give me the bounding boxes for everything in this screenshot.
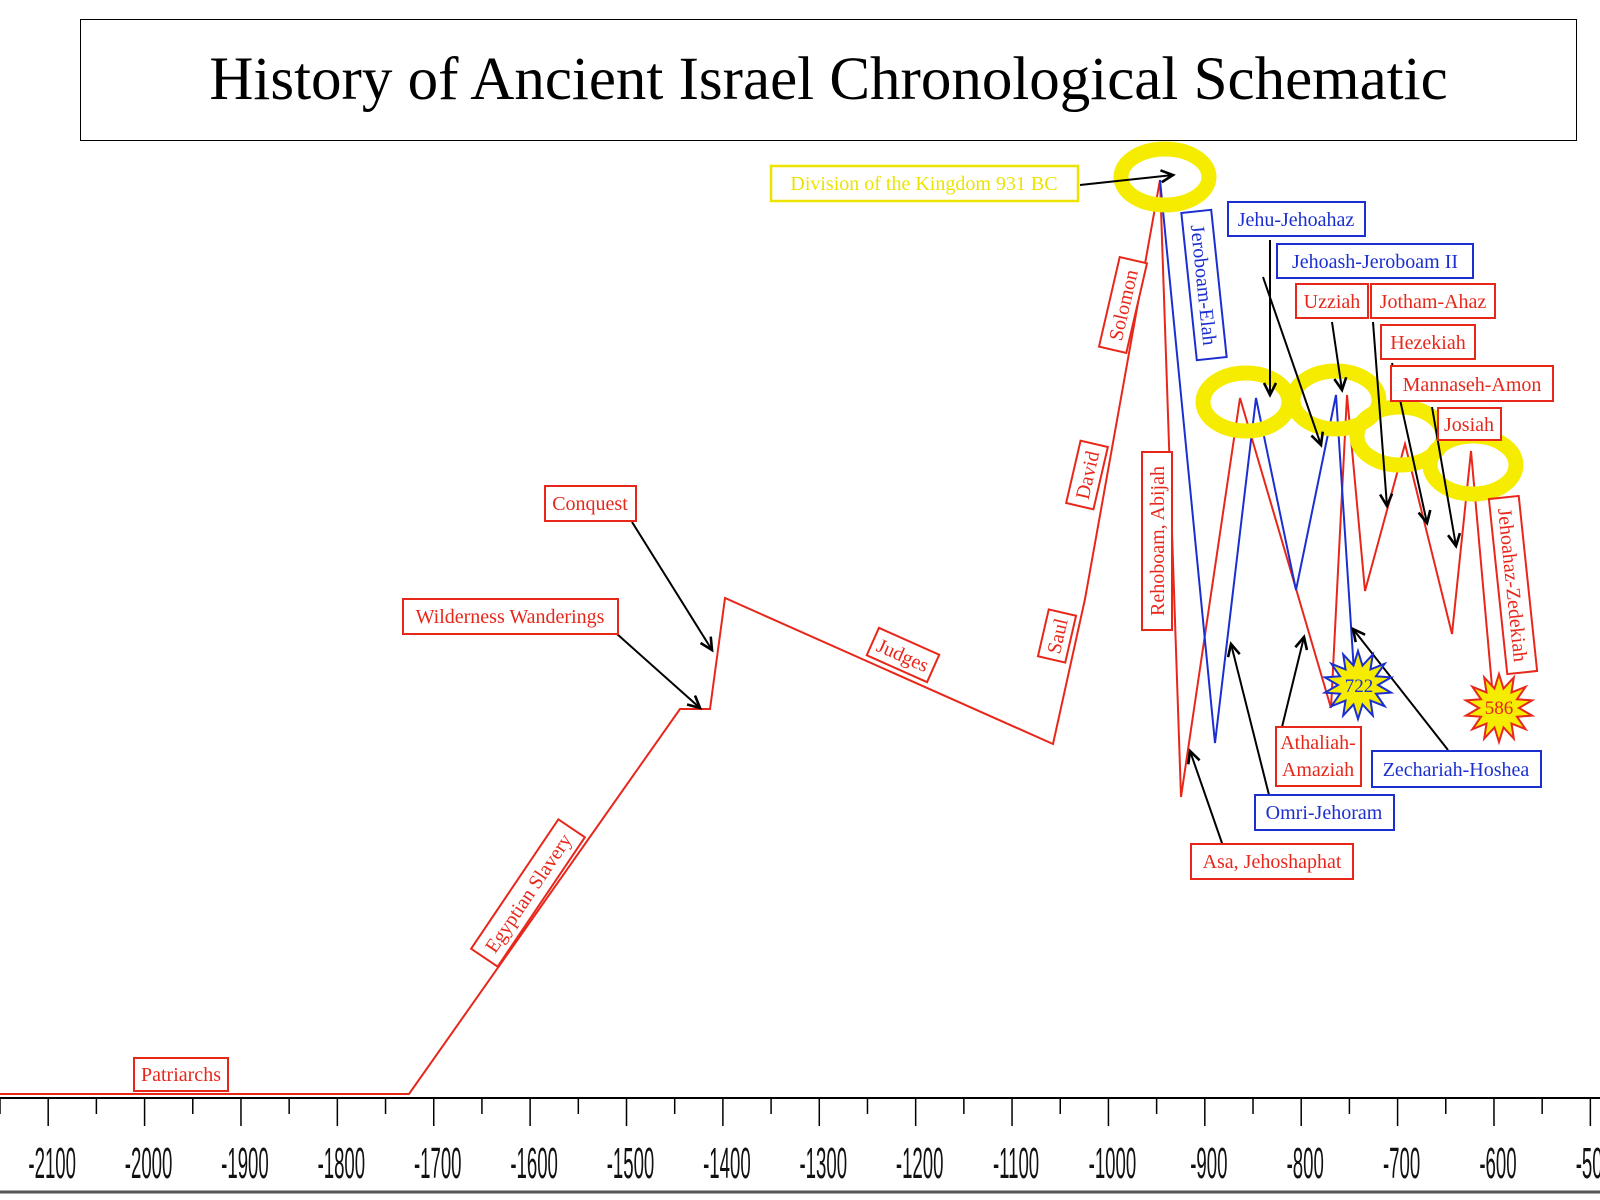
label-zechariah-hoshea: Zechariah-Hoshea: [1371, 750, 1542, 788]
label-omri-jehoram: Omri-Jehoram: [1254, 794, 1395, 831]
arrow-asa: [1190, 751, 1224, 847]
annotation-arrows: [616, 175, 1456, 847]
tick-label: -1100: [993, 1140, 1039, 1188]
badge-722: 722: [1321, 647, 1395, 723]
svg-text:Egyptian Slavery: Egyptian Slavery: [481, 830, 577, 957]
arrow-jotham: [1372, 321, 1387, 506]
label-conquest: Conquest: [544, 485, 637, 522]
svg-text:Hezekiah: Hezekiah: [1390, 332, 1466, 354]
label-egyptian-slavery: Egyptian Slavery: [469, 817, 587, 969]
svg-text:Wilderness Wanderings: Wilderness Wanderings: [416, 606, 605, 628]
tick-label: -2100: [28, 1140, 76, 1188]
label-jehoash-jeroboam: Jehoash-Jeroboam II: [1276, 243, 1474, 279]
tick-label: -1800: [318, 1140, 366, 1188]
label-saul: Saul: [1036, 608, 1078, 664]
label-mannaseh-amon: Mannaseh-Amon: [1390, 365, 1554, 402]
label-hezekiah: Hezekiah: [1380, 324, 1476, 360]
tick-label: -1000: [1089, 1140, 1137, 1188]
israel-line: [1159, 179, 1357, 744]
arrow-division: [1079, 175, 1173, 186]
label-athaliah-amaziah: Athaliah- Amaziah: [1275, 726, 1362, 787]
arrow-mannaseh: [1431, 406, 1456, 546]
highlight-ring-jehu: [1195, 365, 1297, 439]
starburst-722: [1321, 647, 1395, 723]
svg-text:Patriarchs: Patriarchs: [141, 1064, 221, 1086]
svg-text:Omri-Jehoram: Omri-Jehoram: [1266, 802, 1383, 824]
label-rehoboam-abijah: Rehoboam, Abijah: [1141, 451, 1173, 631]
badge-586-label: 586: [1485, 698, 1514, 719]
time-axis: -2100 -2000 -1900 -1800 -1700 -1600 -1500 -1400…: [0, 1097, 1600, 1194]
tick-label: -1400: [703, 1140, 751, 1188]
label-josiah: Josiah: [1437, 407, 1502, 441]
svg-text:Jotham-Ahaz: Jotham-Ahaz: [1380, 291, 1487, 313]
arrow-zechariah: [1353, 629, 1449, 751]
svg-text:Division of the Kingdom 931 BC: Division of the Kingdom 931 BC: [790, 173, 1057, 195]
svg-text:Amaziah: Amaziah: [1282, 759, 1354, 781]
arrow-jehoash: [1262, 276, 1321, 445]
badge-722-label: 722: [1345, 676, 1374, 697]
svg-text:Mannaseh-Amon: Mannaseh-Amon: [1403, 374, 1542, 396]
tick-label: -1300: [799, 1140, 847, 1188]
highlight-ring-division: [1113, 141, 1217, 213]
tick-label: -700: [1383, 1140, 1420, 1188]
svg-text:Zechariah-Hoshea: Zechariah-Hoshea: [1383, 759, 1530, 781]
tick-label: -1600: [510, 1140, 558, 1188]
label-uzziah: Uzziah: [1295, 283, 1369, 319]
label-asa-jehoshaphat: Asa, Jehoshaphat: [1190, 843, 1354, 880]
arrow-uzziah: [1331, 321, 1342, 390]
label-division: Division of the Kingdom 931 BC: [769, 164, 1080, 203]
svg-text:Rehoboam, Abijah: Rehoboam, Abijah: [1147, 466, 1169, 616]
svg-text:Jehu-Jehoahaz: Jehu-Jehoahaz: [1238, 209, 1355, 231]
tick-label: -600: [1479, 1140, 1516, 1188]
page-title: History of Ancient Israel Chronological …: [80, 19, 1577, 141]
tick-label: -1200: [896, 1140, 944, 1188]
badge-586: 586: [1462, 670, 1536, 746]
svg-text:Jehoash-Jeroboam II: Jehoash-Jeroboam II: [1292, 251, 1458, 273]
tick-label: -900: [1190, 1140, 1227, 1188]
svg-text:Josiah: Josiah: [1444, 414, 1494, 436]
tick-label: -500: [1576, 1140, 1600, 1188]
label-wilderness: Wilderness Wanderings: [402, 598, 619, 635]
svg-text:Athaliah-: Athaliah-: [1280, 732, 1356, 754]
label-judges: Judges: [865, 626, 941, 684]
arrow-conquest: [631, 521, 712, 650]
starburst-586: [1462, 670, 1536, 746]
label-jehoahaz-zedekiah: Jehoahaz-Zedekiah: [1487, 494, 1539, 676]
label-jehu-jehoahaz: Jehu-Jehoahaz: [1227, 201, 1366, 237]
arrow-wilderness: [616, 633, 700, 708]
tick-label: -1500: [607, 1140, 655, 1188]
tick-label: -1900: [221, 1140, 269, 1188]
label-david: David: [1064, 439, 1110, 511]
label-jeroboam-elah: Jeroboam-Elah: [1180, 208, 1228, 362]
svg-text:Asa, Jehoshaphat: Asa, Jehoshaphat: [1203, 851, 1342, 873]
tick-label: -800: [1287, 1140, 1324, 1188]
highlight-rings: [1113, 141, 1524, 502]
tick-label: -2000: [125, 1140, 173, 1188]
label-solomon: Solomon: [1097, 255, 1149, 355]
label-jotham-ahaz: Jotham-Ahaz: [1370, 283, 1496, 319]
arrow-athaliah: [1281, 637, 1304, 728]
tick-label: -1700: [414, 1140, 462, 1188]
label-patriarchs: Patriarchs: [133, 1057, 229, 1092]
svg-text:Uzziah: Uzziah: [1304, 291, 1361, 313]
arrow-omri: [1231, 644, 1270, 796]
svg-text:Conquest: Conquest: [552, 493, 628, 515]
